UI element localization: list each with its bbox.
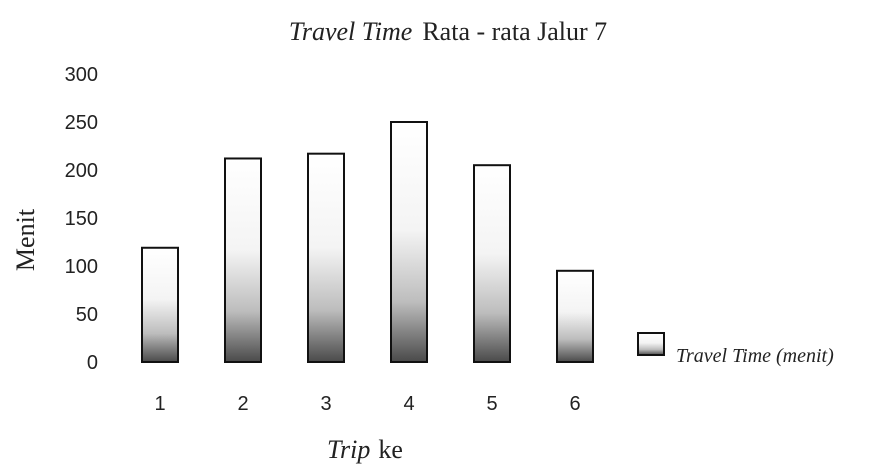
- x-axis-label-italic: Trip: [327, 435, 370, 464]
- y-axis-label: Menit: [11, 208, 40, 271]
- y-tick-label: 100: [65, 256, 98, 278]
- chart-title-rest: Rata - rata Jalur 7: [422, 17, 607, 46]
- bars-group: [141, 121, 594, 363]
- bar-trip-1: [141, 246, 179, 363]
- y-tick-label: 150: [65, 208, 98, 230]
- bar-trip-2: [224, 157, 262, 363]
- bar-trip-4: [390, 121, 428, 363]
- x-tick-label: 4: [403, 393, 414, 415]
- x-tick-label: 2: [237, 393, 248, 415]
- x-axis-ticks: 1 2 3 4 5 6: [154, 393, 580, 415]
- legend: Travel Time (menit): [637, 332, 834, 367]
- chart-title-italic: Travel Time: [289, 17, 413, 46]
- y-tick-label: 250: [65, 112, 98, 134]
- y-tick-label: 300: [65, 64, 98, 86]
- bar-trip-3: [307, 152, 345, 363]
- bar-trip-5: [473, 164, 511, 363]
- y-tick-label: 0: [87, 352, 98, 374]
- legend-swatch: [637, 332, 665, 356]
- x-tick-label: 5: [486, 393, 497, 415]
- y-axis-ticks: 0 50 100 150 200 250 300: [65, 64, 98, 374]
- legend-label: Travel Time (menit): [676, 345, 834, 367]
- y-tick-label: 50: [76, 304, 98, 326]
- x-axis-label: Trip ke: [327, 435, 403, 464]
- bar-trip-6: [556, 269, 594, 363]
- x-axis-label-rest: ke: [378, 435, 403, 464]
- x-tick-label: 3: [320, 393, 331, 415]
- y-tick-label: 200: [65, 160, 98, 182]
- x-tick-label: 6: [569, 393, 580, 415]
- chart-title: Travel Time Rata - rata Jalur 7: [289, 17, 607, 46]
- x-tick-label: 1: [154, 393, 165, 415]
